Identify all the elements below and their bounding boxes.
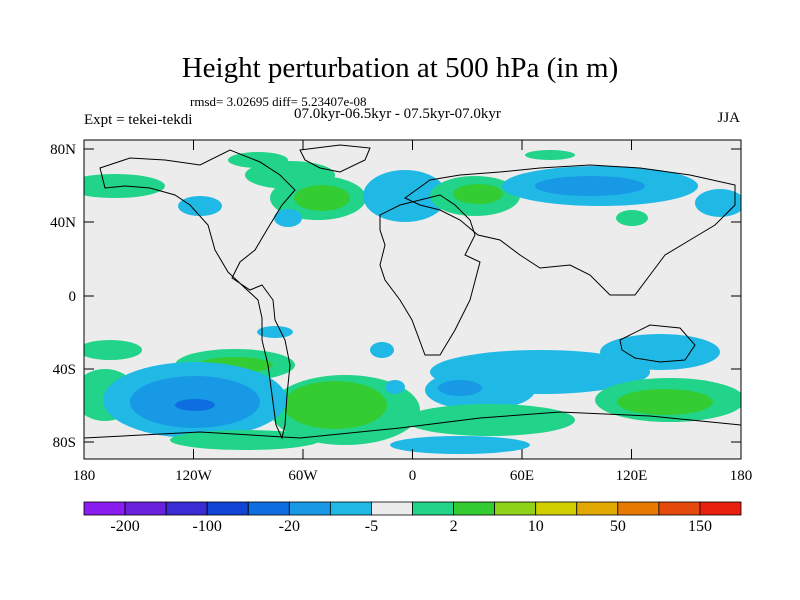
field-negative bbox=[390, 436, 530, 454]
colorbar-swatch bbox=[371, 501, 413, 516]
anomaly-fields bbox=[84, 150, 741, 454]
lon-labels: 180 120W 60W 0 60E 120E 180 bbox=[73, 468, 753, 484]
lon-label: 180 bbox=[73, 468, 96, 484]
colorbar-swatch bbox=[83, 501, 126, 516]
colorbar-swatch bbox=[247, 501, 290, 516]
colorbar-swatch bbox=[165, 501, 208, 516]
field-negative bbox=[695, 189, 741, 217]
field-negative bbox=[178, 196, 222, 216]
lon-label: 180 bbox=[730, 468, 753, 484]
field-positive bbox=[294, 185, 350, 211]
colorbar-swatch bbox=[658, 501, 701, 516]
field-negative bbox=[257, 326, 293, 338]
field-negative bbox=[600, 334, 720, 370]
colorbar-swatch bbox=[617, 501, 660, 516]
lon-label: 0 bbox=[409, 468, 417, 484]
colorbar-swatch bbox=[412, 501, 454, 516]
lat-label: 80S bbox=[53, 435, 76, 451]
lat-labels: 80N 40N 0 40S 80S bbox=[50, 142, 76, 451]
lon-label: 60W bbox=[288, 468, 318, 484]
coast-greenland bbox=[299, 144, 371, 173]
colorbar-swatch bbox=[206, 501, 249, 516]
colorbar-label: -5 bbox=[364, 518, 379, 535]
field-positive bbox=[84, 340, 142, 360]
field-positive bbox=[84, 174, 165, 198]
colorbar-swatch bbox=[576, 501, 619, 516]
colorbar-swatch bbox=[535, 501, 578, 516]
stats-text: rmsd= 3.02695 diff= 5.23407e-08 bbox=[190, 94, 367, 109]
experiment-label: Expt = tekei-tekdi bbox=[84, 112, 193, 128]
lon-label: 120W bbox=[175, 468, 213, 484]
colorbar-swatch bbox=[453, 501, 496, 516]
coast-eurasia bbox=[404, 164, 736, 296]
field-negative bbox=[370, 342, 394, 358]
lat-label: 40S bbox=[53, 362, 76, 378]
coast-africa-europe bbox=[379, 194, 481, 356]
axis-ticks bbox=[83, 140, 742, 459]
coast-antarctica bbox=[84, 411, 741, 439]
colorbar-swatch bbox=[699, 501, 742, 516]
colorbar-label: 2 bbox=[449, 518, 458, 535]
colorbar-swatch bbox=[329, 501, 372, 516]
colorbar-swatch bbox=[288, 501, 331, 516]
lon-label: 60E bbox=[510, 468, 534, 484]
colorbar-label: -20 bbox=[278, 518, 300, 535]
field-positive bbox=[170, 430, 320, 450]
field-positive bbox=[616, 210, 648, 226]
field-positive bbox=[453, 184, 503, 204]
colorbar-swatch bbox=[124, 501, 167, 516]
period-label: 07.0kyr-06.5kyr - 07.5kyr-07.0kyr bbox=[294, 106, 501, 122]
field-positive bbox=[283, 381, 387, 429]
map-title: Height perturbation at 500 hPa (in m) bbox=[181, 52, 619, 84]
field-negative bbox=[438, 380, 482, 396]
field-negative bbox=[175, 399, 215, 411]
colorbar bbox=[83, 501, 742, 516]
colorbar-label: 150 bbox=[687, 518, 712, 535]
coast-americas bbox=[99, 149, 296, 440]
field-positive bbox=[617, 389, 713, 415]
colorbar-label: 50 bbox=[609, 518, 626, 535]
colorbar-label: -100 bbox=[192, 518, 222, 535]
field-negative bbox=[385, 380, 405, 394]
season-label: JJA bbox=[717, 110, 740, 126]
field-negative bbox=[274, 209, 302, 227]
lat-label: 80N bbox=[50, 142, 76, 158]
coast-australia bbox=[619, 324, 696, 363]
colorbar-label: 10 bbox=[527, 518, 544, 535]
lon-label: 120E bbox=[616, 468, 648, 484]
lat-label: 0 bbox=[69, 289, 77, 305]
field-positive bbox=[228, 152, 288, 168]
lat-label: 40N bbox=[50, 215, 76, 231]
colorbar-swatch bbox=[494, 501, 537, 516]
field-positive bbox=[405, 404, 575, 436]
field-negative bbox=[535, 176, 645, 196]
coastlines bbox=[84, 144, 741, 440]
colorbar-label: -200 bbox=[110, 518, 140, 535]
field-positive bbox=[525, 150, 575, 160]
